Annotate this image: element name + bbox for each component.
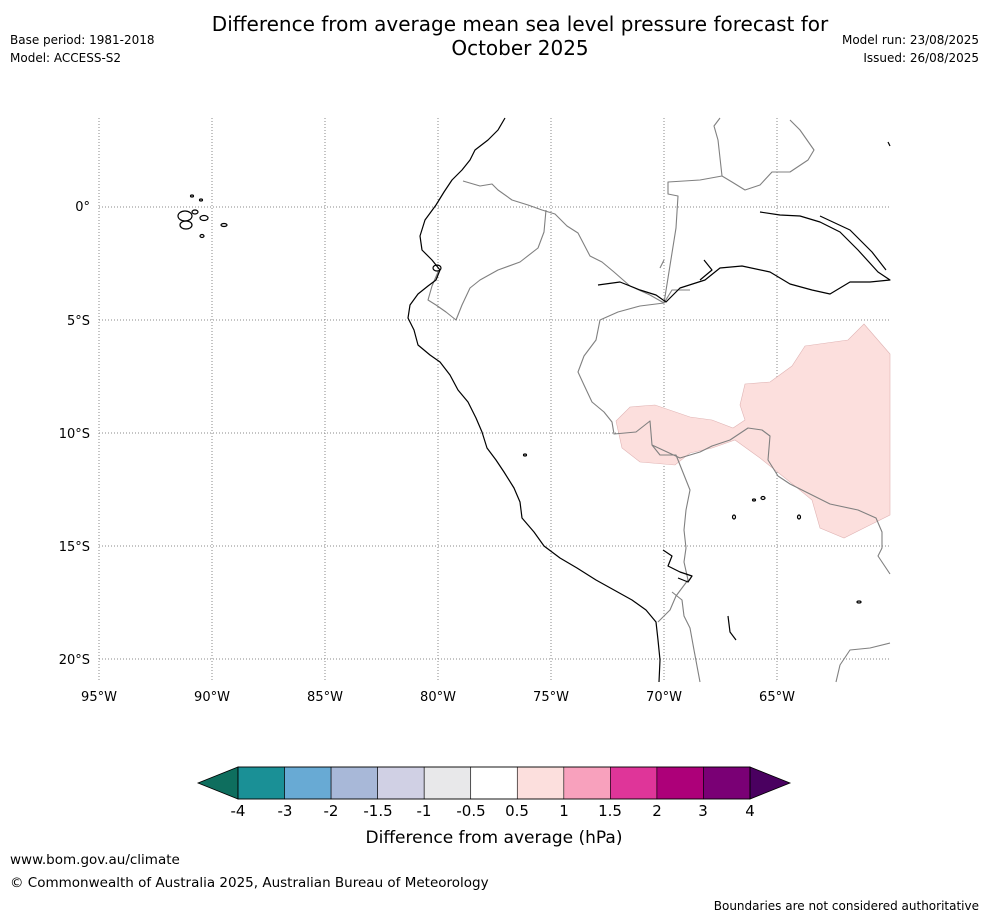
title-line-1: Difference from average mean sea level p…: [211, 12, 829, 36]
lat-label-20s: 20°S: [59, 653, 90, 668]
colorbar-cell: [516, 766, 565, 800]
lat-label-15s: 15°S: [59, 540, 90, 555]
cb-tick-1: 1: [559, 802, 569, 820]
colorbar-cell: [563, 766, 611, 800]
meta-left: Base period: 1981-2018 Model: ACCESS-S2: [10, 31, 155, 67]
cb-tick-3: 3: [698, 802, 708, 820]
colorbar-cell: [284, 766, 332, 800]
cb-tick-m1: -1: [417, 802, 432, 820]
footer-url: www.bom.gov.au/climate: [10, 852, 180, 868]
coastlines: [177, 117, 891, 683]
cb-tick-m1-5: -1.5: [363, 802, 392, 820]
cb-tick-2: 2: [652, 802, 662, 820]
footer-disclaimer: Boundaries are not considered authoritat…: [713, 899, 979, 913]
cb-tick-0-5: 0.5: [505, 802, 529, 820]
cb-tick-m2: -2: [324, 802, 339, 820]
lat-label-5s: 5°S: [67, 314, 90, 329]
cb-tick-m3: -3: [278, 802, 293, 820]
lat-label-0: 0°: [75, 200, 90, 215]
colorbar-cell: [237, 766, 285, 800]
lon-label-95w: 95°W: [81, 690, 117, 705]
base-period: Base period: 1981-2018: [10, 33, 155, 47]
lon-label-75w: 75°W: [533, 690, 569, 705]
gridlines: [98, 118, 890, 681]
colorbar-cell: [703, 766, 751, 800]
lon-label-70w: 70°W: [646, 690, 682, 705]
cb-tick-m4: -4: [231, 802, 246, 820]
map-title: Difference from average mean sea level p…: [180, 12, 860, 60]
colorbar-cell: [470, 766, 518, 800]
cb-tick-4: 4: [745, 802, 755, 820]
lat-label-10s: 10°S: [59, 427, 90, 442]
colorbar-cell: [330, 766, 378, 800]
cb-tick-1-5: 1.5: [598, 802, 622, 820]
lon-label-85w: 85°W: [307, 690, 343, 705]
footer-copyright: © Commonwealth of Australia 2025, Austra…: [10, 875, 489, 891]
country-borders: [427, 117, 891, 683]
lon-label-65w: 65°W: [759, 690, 795, 705]
lon-label-90w: 90°W: [194, 690, 230, 705]
colorbar-under-arrow: [196, 766, 239, 800]
meta-right: Model run: 23/08/2025 Issued: 26/08/2025: [842, 31, 979, 67]
colorbar-title: Difference from average (hPa): [366, 828, 623, 848]
colorbar: -4 -3 -2 -1.5 -1 -0.5 0.5 1 1.5 2 3 4 Di…: [196, 766, 792, 848]
lon-label-80w: 80°W: [420, 690, 456, 705]
positive-anomaly-area: [615, 323, 891, 539]
colorbar-over-arrow: [749, 766, 792, 800]
colorbar-cell: [423, 766, 472, 800]
model-run: Model run: 23/08/2025: [841, 33, 979, 47]
title-line-2: October 2025: [451, 36, 589, 60]
colorbar-cell: [610, 766, 658, 800]
colorbar-cell: [377, 766, 425, 800]
issued-date: Issued: 26/08/2025: [863, 51, 979, 65]
cb-tick-m0-5: -0.5: [456, 802, 485, 820]
colorbar-cell: [656, 766, 704, 800]
model-name: Model: ACCESS-S2: [10, 51, 122, 65]
